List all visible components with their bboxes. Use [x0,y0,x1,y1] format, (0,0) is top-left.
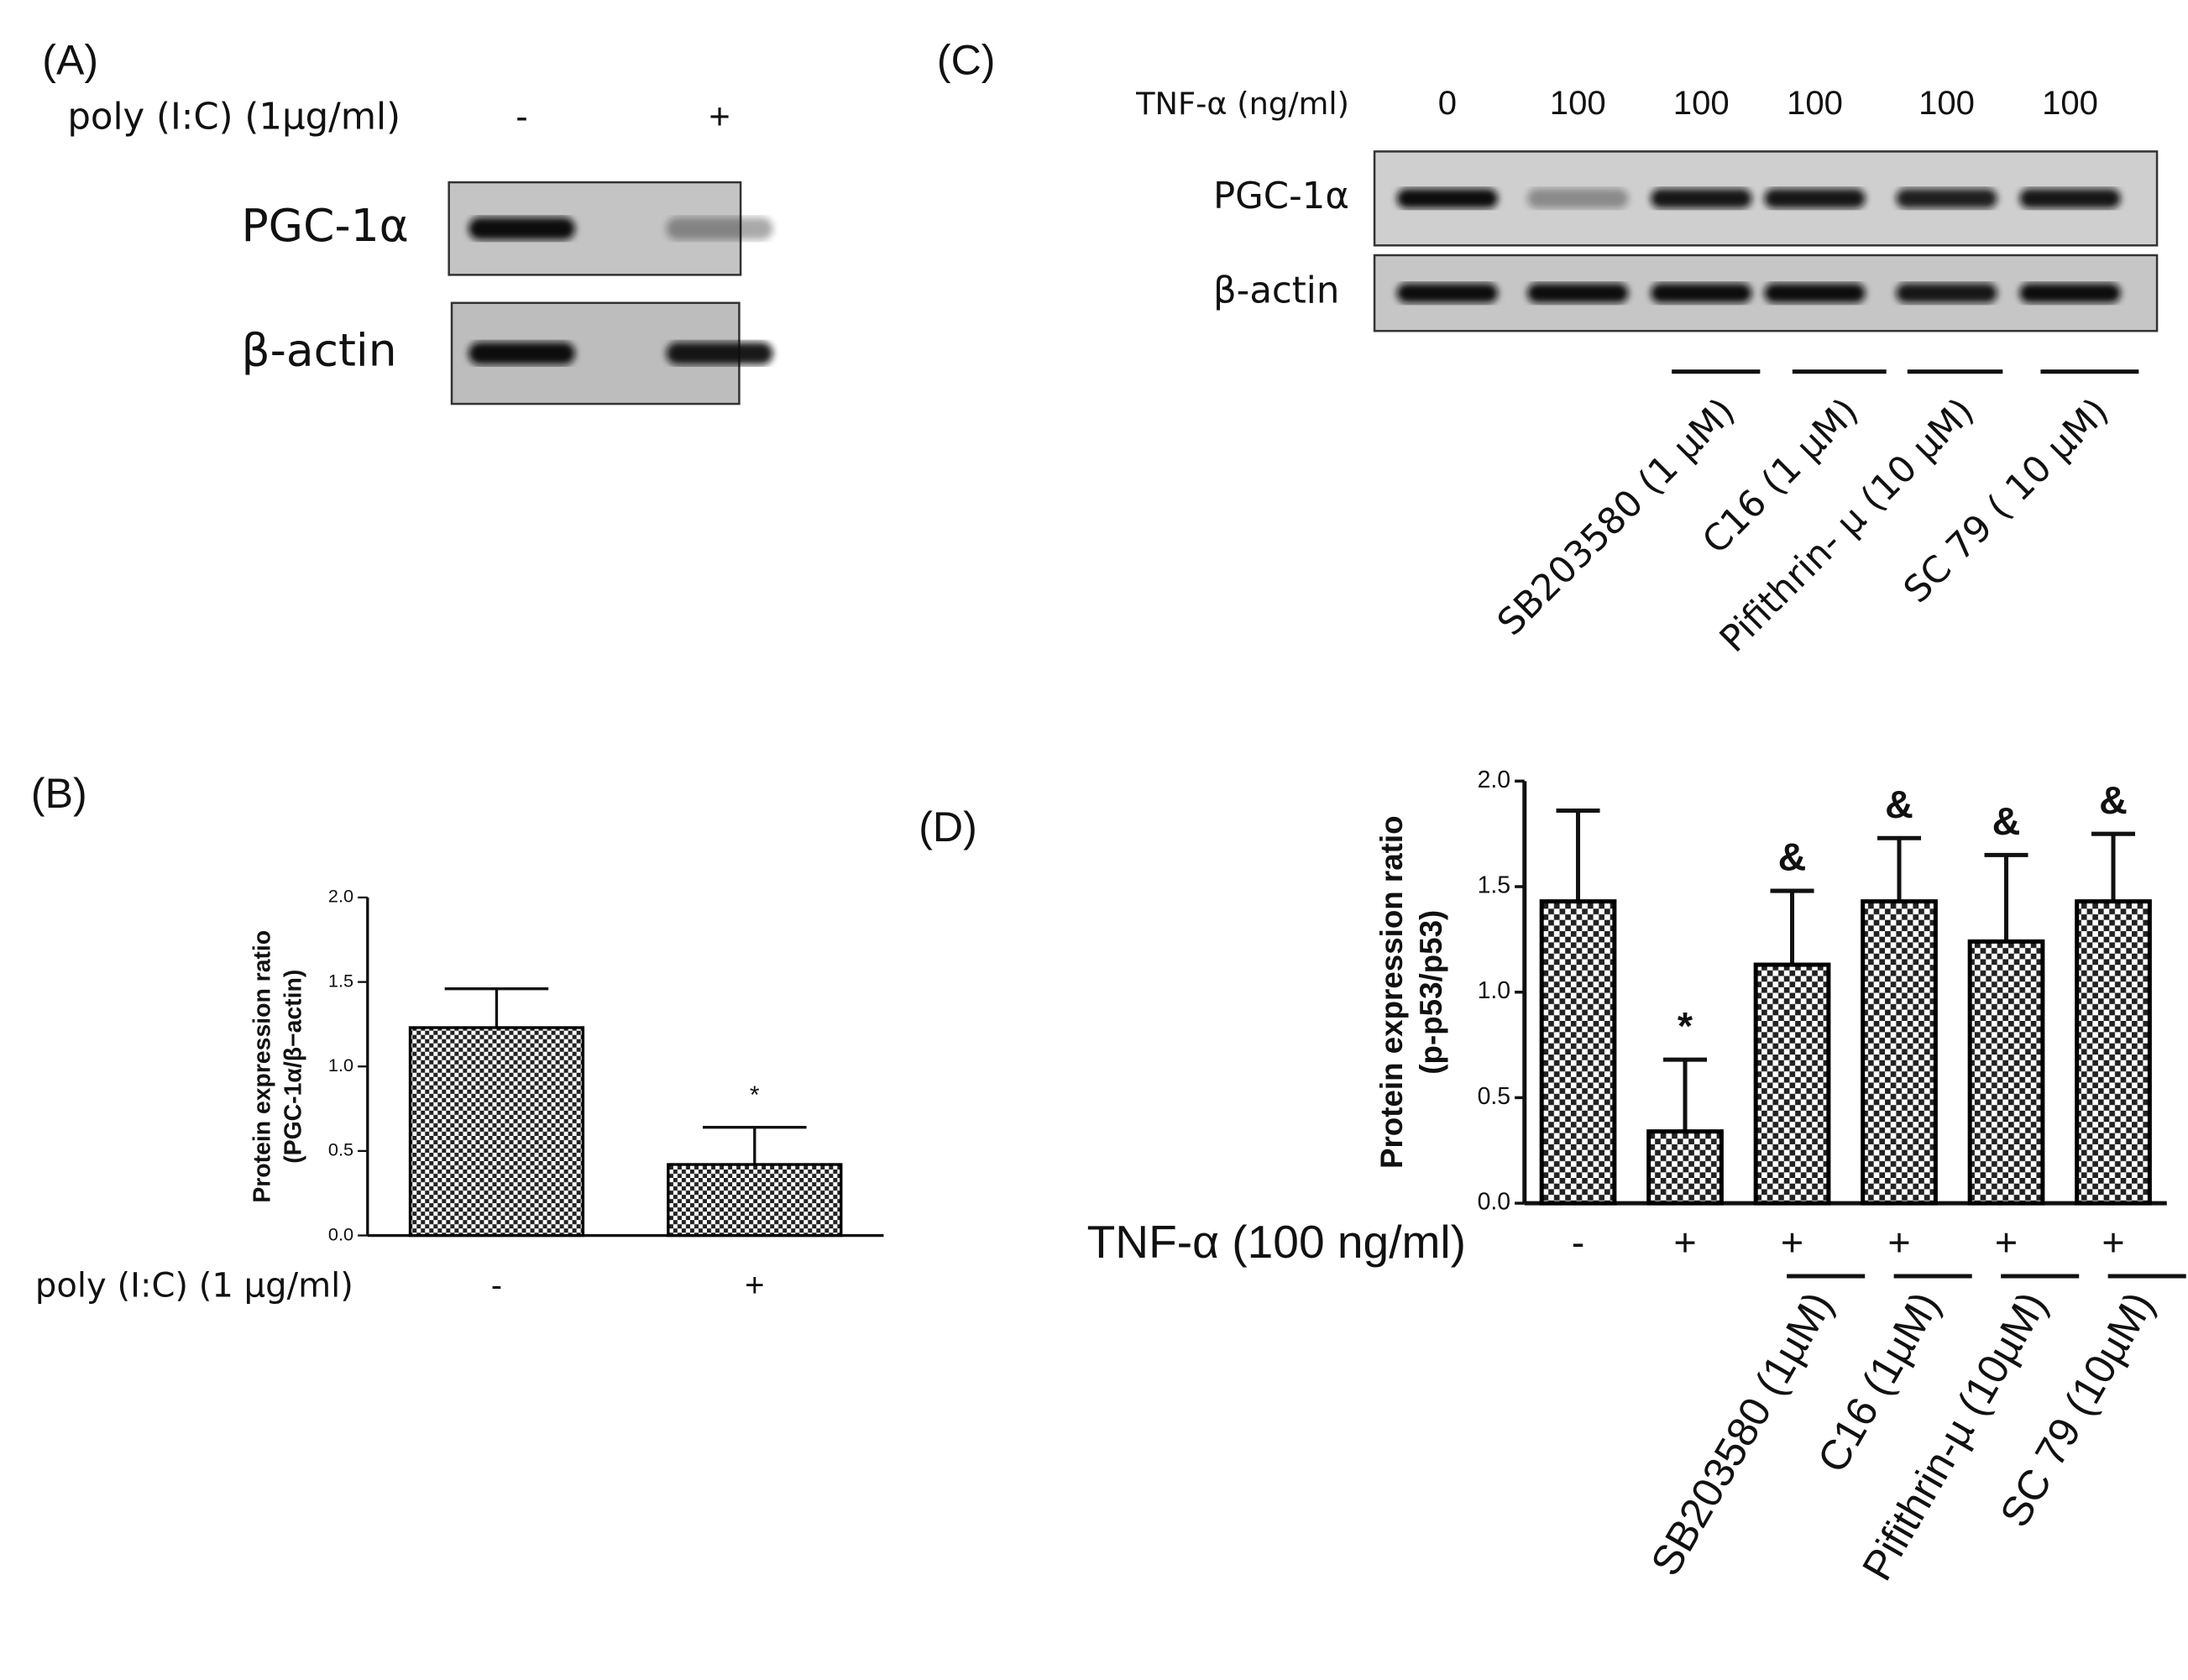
x-tick-label: + [1995,1221,2018,1264]
bar [2075,899,2152,1206]
band [666,217,773,240]
y-tick-label: 0.5 [1478,1083,1510,1110]
band [1396,283,1499,303]
y-tick-label: 0.5 [328,1139,353,1160]
band [666,342,773,365]
inhibitor-label: SB203580 (1 µM) [1489,390,1743,644]
band [1651,283,1752,303]
x-tick-label: + [1887,1221,1910,1264]
x-tick-label: - [491,1267,502,1304]
bar [1861,899,1938,1206]
y-tick-label: 2.0 [328,886,353,907]
band [1896,188,1997,209]
band [1396,188,1499,209]
significance-mark: & [1885,782,1913,826]
lane-label: 0 [1438,85,1457,122]
protein-label: PGC-1α [1213,175,1349,217]
significance-mark: & [1992,799,2021,843]
bar [667,1163,843,1238]
lane-label: 100 [1550,85,1606,122]
lane-label: 100 [2042,85,2098,122]
x-tick-label: + [1781,1221,1803,1264]
x-tick-label: + [2102,1221,2124,1264]
band [1896,283,1997,303]
y-tick-label: 1.0 [328,1055,353,1076]
treatment-label: TNF-α (ng/ml) [1135,86,1349,122]
bar [408,1026,585,1238]
protein-label: β-actin [241,324,396,377]
panel-label: (B) [31,770,87,817]
significance-mark: * [750,1081,760,1109]
bar [1646,1129,1724,1206]
y-tick-label: 1.5 [328,970,353,991]
y-tick-label: 2.0 [1478,767,1510,793]
x-axis-label: TNF-α (100 ng/ml) [1087,1216,1466,1268]
band [468,342,575,365]
lane-label: + [709,97,730,137]
band [1764,283,1866,303]
band [1527,188,1629,209]
y-axis-label: (p-p53/p53) [1414,910,1448,1075]
y-axis-label: (PGC-1α/β−actin) [280,970,306,1164]
y-axis-label: Protein expression ratio [1374,815,1409,1169]
x-tick-label: - [1572,1221,1585,1264]
protein-label: PGC-1α [241,199,408,252]
y-tick-label: 1.0 [1478,977,1510,1004]
lane-label: 100 [1787,85,1843,122]
inhibitor-label: SB203580 (1µM) [1641,1284,1841,1583]
lane-label: - [516,97,527,137]
y-tick-label: 0.0 [328,1223,353,1244]
significance-mark: * [1678,1004,1693,1048]
significance-mark: & [2099,778,2128,822]
band [1764,188,1866,209]
y-tick-label: 0.0 [1478,1189,1510,1216]
panel-label: (A) [42,36,98,83]
lane-label: 100 [1673,85,1730,122]
bar [1967,939,2045,1206]
x-axis-label: poly (I:C) (1 µg/ml) [35,1266,353,1305]
x-tick-label: + [1673,1221,1696,1264]
panel-label: (D) [919,803,977,850]
band [2019,283,2121,303]
panel-label: (C) [937,36,996,83]
band [2019,188,2121,209]
protein-label: β-actin [1213,270,1339,312]
bar [1753,962,1831,1206]
treatment-label: poly (I:C) (1µg/ml) [67,96,400,138]
lane-label: 100 [1918,85,1975,122]
x-tick-label: + [745,1267,764,1304]
bar [1539,899,1617,1206]
band [468,217,575,240]
y-axis-label: Protein expression ratio [249,930,276,1203]
y-tick-label: 1.5 [1478,872,1510,899]
band [1527,283,1629,303]
significance-mark: & [1778,835,1807,879]
band [1651,188,1752,209]
